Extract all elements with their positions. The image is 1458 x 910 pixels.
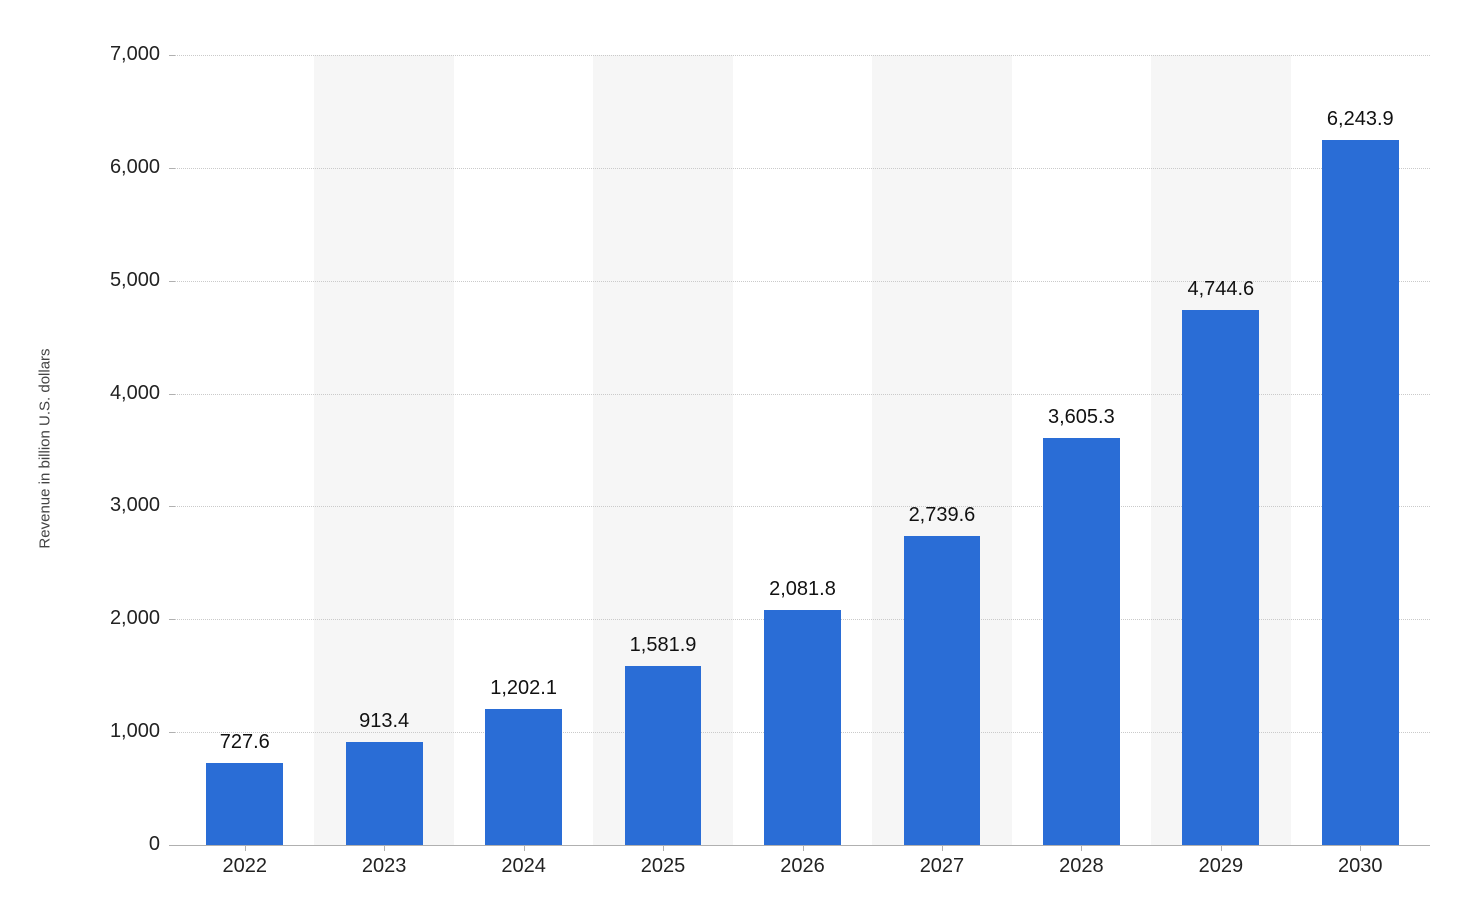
- x-tick-label: 2029: [1171, 855, 1271, 878]
- y-tick-mark: [169, 732, 175, 733]
- bar-value-label: 913.4: [314, 710, 454, 733]
- bar: [764, 610, 841, 845]
- x-tick-mark: [942, 845, 943, 851]
- bar-value-label: 3,605.3: [1011, 406, 1151, 429]
- x-tick-label: 2024: [474, 855, 574, 878]
- x-tick-mark: [803, 845, 804, 851]
- bar-value-label: 4,744.6: [1151, 278, 1291, 301]
- y-tick-mark: [169, 168, 175, 169]
- x-tick-mark: [1221, 845, 1222, 851]
- y-tick-mark: [169, 55, 175, 56]
- x-tick-mark: [245, 845, 246, 851]
- x-tick-label: 2026: [753, 855, 853, 878]
- x-tick-label: 2022: [195, 855, 295, 878]
- y-tick-label: 4,000: [80, 382, 160, 405]
- bar-value-label: 1,202.1: [454, 677, 594, 700]
- x-tick-mark: [1081, 845, 1082, 851]
- y-tick-label: 2,000: [80, 607, 160, 630]
- bar-value-label: 1,581.9: [593, 634, 733, 657]
- bar: [206, 763, 283, 845]
- bar: [346, 742, 423, 845]
- y-tick-label: 0: [80, 833, 160, 856]
- gridline: [175, 55, 1430, 56]
- y-tick-label: 3,000: [80, 494, 160, 517]
- plot-band: [175, 55, 314, 845]
- bar: [1043, 438, 1120, 845]
- y-tick-mark: [169, 619, 175, 620]
- x-tick-label: 2030: [1310, 855, 1410, 878]
- bar: [1322, 140, 1399, 845]
- x-tick-label: 2027: [892, 855, 992, 878]
- x-tick-mark: [1360, 845, 1361, 851]
- x-tick-label: 2025: [613, 855, 713, 878]
- y-tick-mark: [169, 394, 175, 395]
- y-axis-title: Revenue in billion U.S. dollars: [37, 299, 54, 599]
- y-tick-label: 7,000: [80, 43, 160, 66]
- x-tick-label: 2028: [1031, 855, 1131, 878]
- y-tick-label: 1,000: [80, 720, 160, 743]
- x-tick-mark: [524, 845, 525, 851]
- x-tick-label: 2023: [334, 855, 434, 878]
- y-tick-mark: [169, 506, 175, 507]
- bar-chart: Revenue in billion U.S. dollars 727.6913…: [0, 0, 1458, 910]
- gridline: [175, 168, 1430, 169]
- bar: [485, 709, 562, 845]
- y-tick-mark: [169, 281, 175, 282]
- bar-value-label: 6,243.9: [1290, 108, 1430, 131]
- y-tick-mark: [169, 845, 175, 846]
- plot-area: 727.6913.41,202.1 1,581.9 2,081.8 2,739.6 3,…: [175, 55, 1430, 846]
- bar: [625, 666, 702, 845]
- bar: [1182, 310, 1259, 845]
- x-tick-mark: [384, 845, 385, 851]
- bar-value-label: 2,081.8: [733, 578, 873, 601]
- x-tick-mark: [663, 845, 664, 851]
- y-tick-label: 5,000: [80, 269, 160, 292]
- bar-value-label: 727.6: [175, 731, 315, 754]
- y-tick-label: 6,000: [80, 156, 160, 179]
- bar-value-label: 2,739.6: [872, 504, 1012, 527]
- bar: [904, 536, 981, 845]
